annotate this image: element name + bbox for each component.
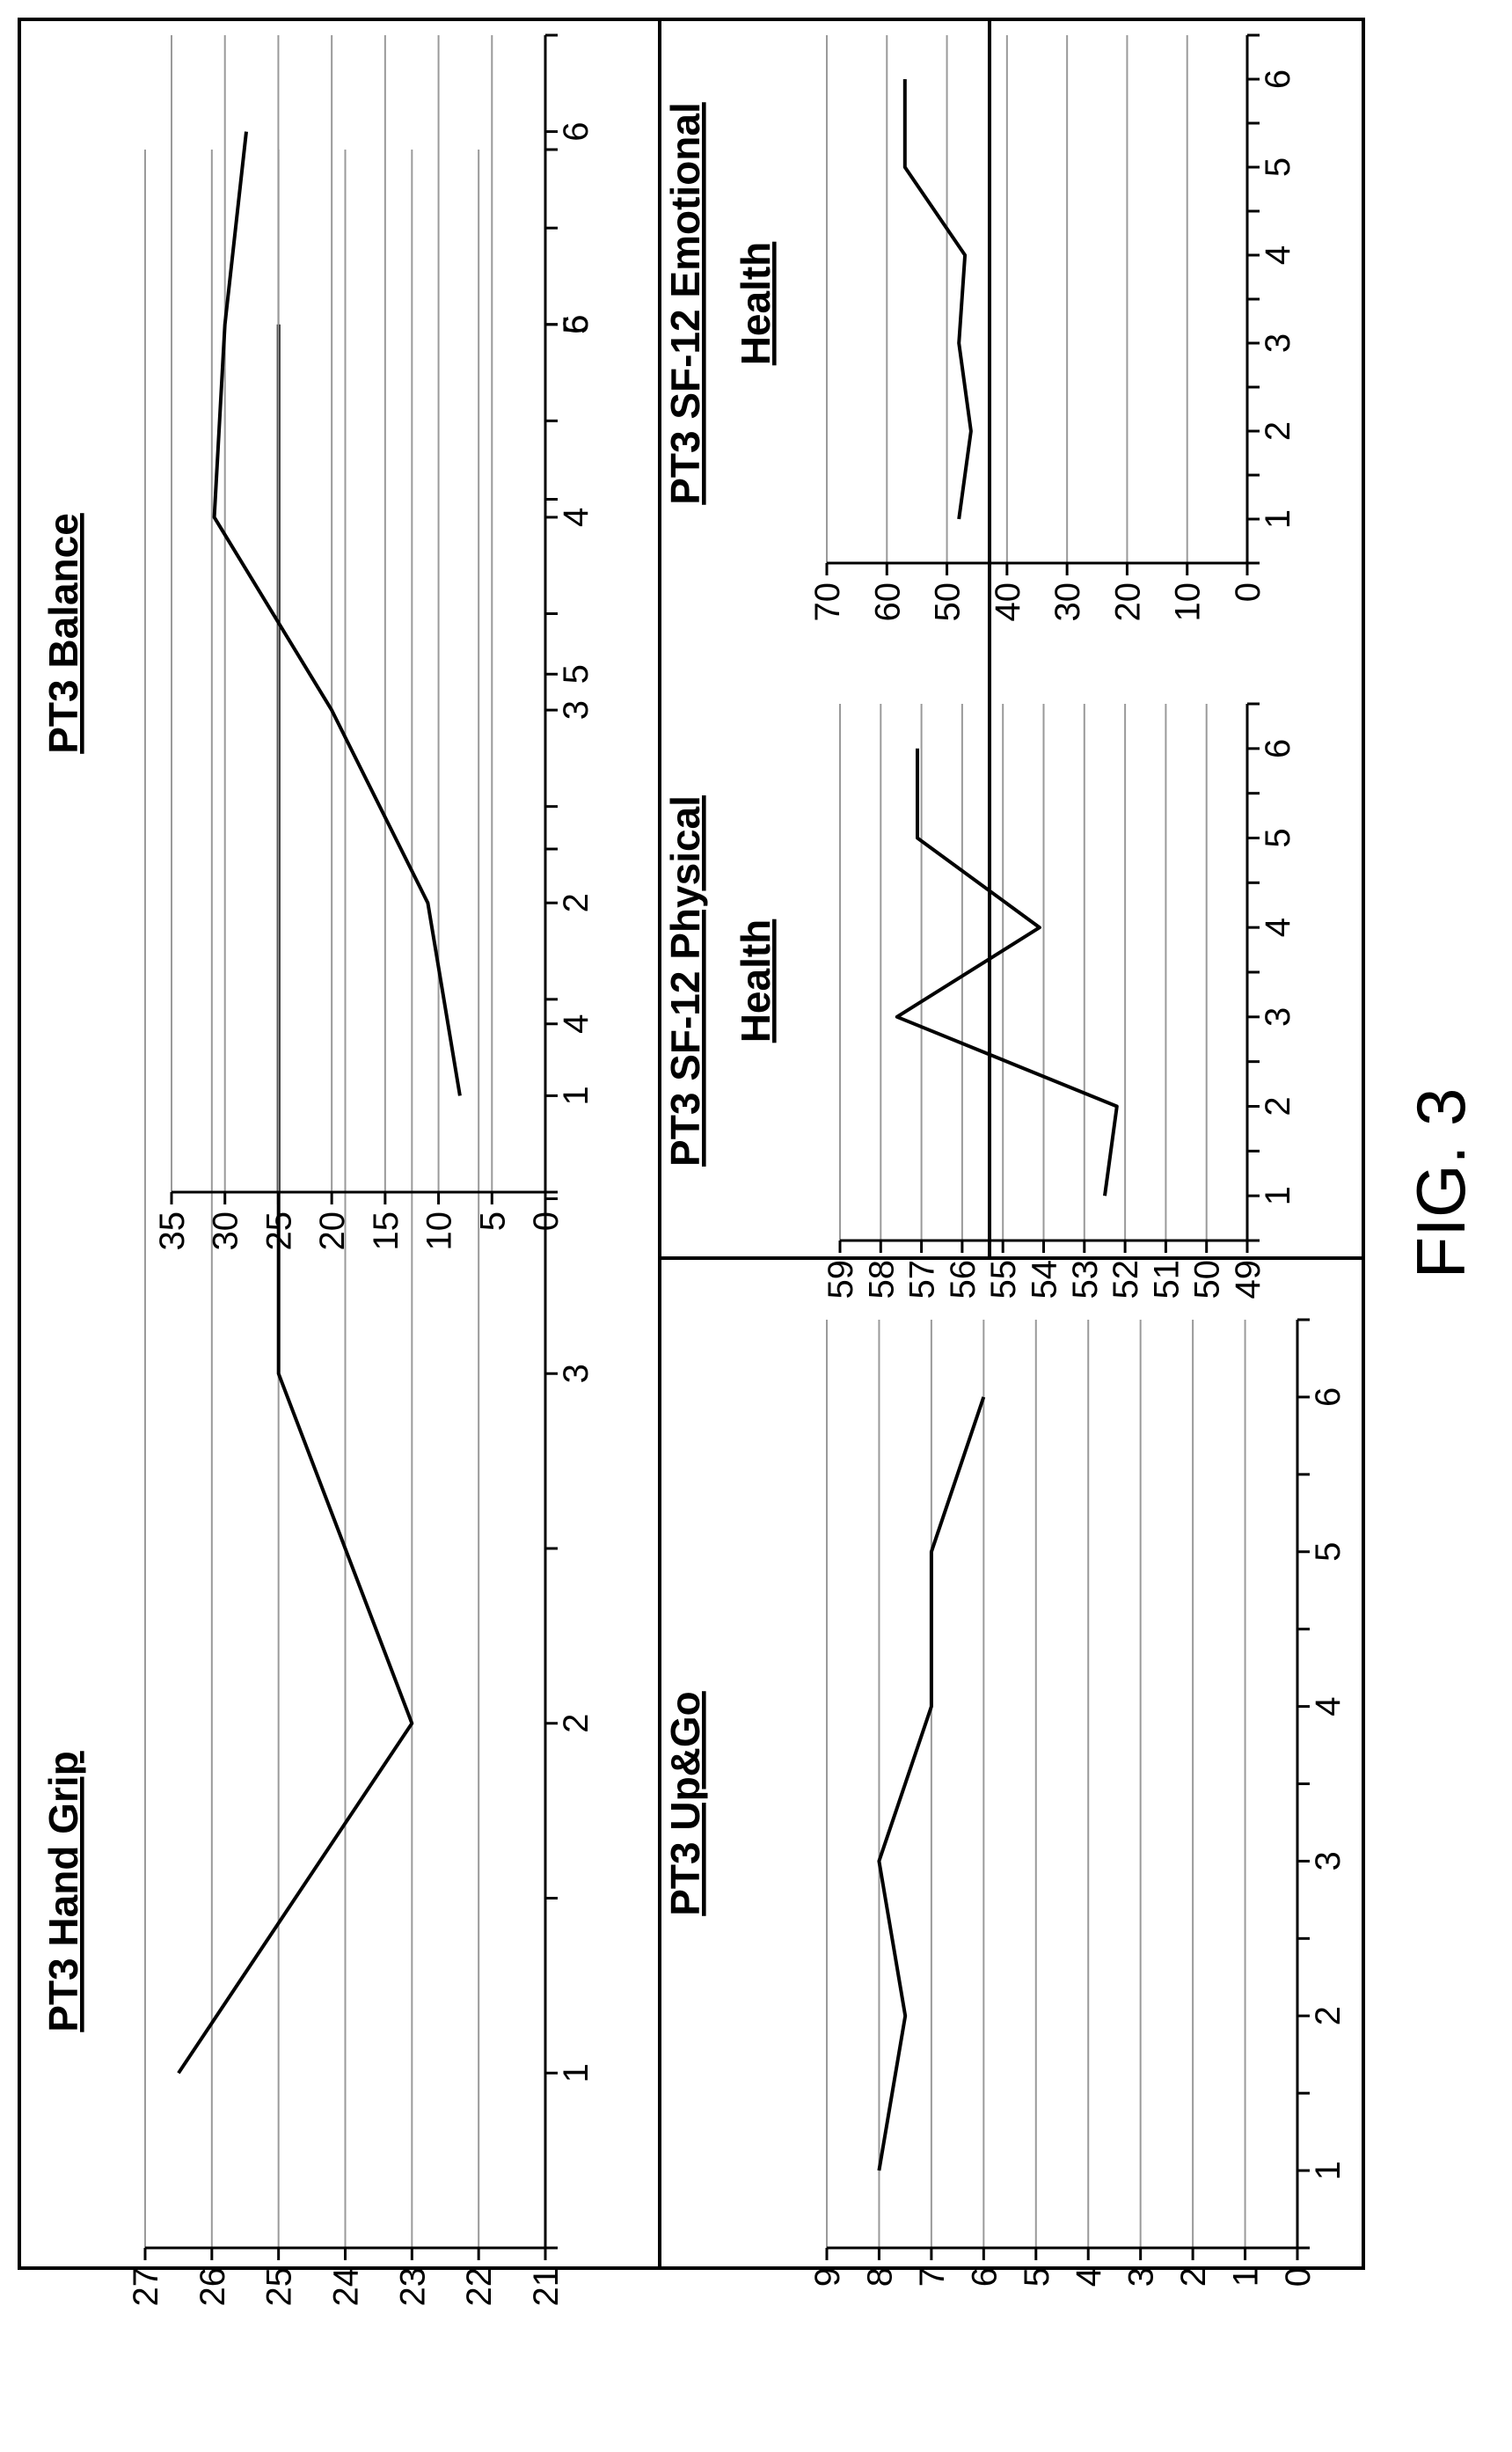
category-tick-label: 4	[557, 1014, 595, 1034]
value-tick-label: 0	[1229, 582, 1267, 602]
value-tick-label: 7	[913, 2267, 952, 2287]
value-tick-label: 6	[965, 2267, 1004, 2287]
chart-title: PT3 Up&Go	[662, 1691, 708, 1916]
value-tick-label: 57	[903, 1260, 942, 1299]
category-tick-label: 2	[1309, 2006, 1348, 2025]
category-tick-label: 4	[1259, 245, 1297, 265]
value-tick-label: 0	[527, 1211, 566, 1231]
value-tick-label: 10	[1169, 582, 1208, 622]
value-tick-label: 53	[1066, 1260, 1105, 1299]
value-tick-label: 8	[860, 2267, 899, 2287]
category-tick-label: 6	[1259, 739, 1297, 758]
series-line	[179, 325, 412, 2074]
value-tick-label: 25	[260, 2267, 299, 2307]
chart-title: PT3 SF-12 Physical	[662, 795, 708, 1167]
chart-sf12-emotional: 0 10 20 30 40 50 60 70 1 2 3 4 5 6 PT3 SF-12 Emotional…	[662, 35, 1297, 622]
value-tick-label: 49	[1229, 1260, 1267, 1299]
value-tick-label: 1	[1227, 2267, 1266, 2287]
value-tick-label: 59	[822, 1260, 860, 1299]
category-tick-label: 1	[1309, 2161, 1348, 2180]
category-tick-label: 4	[1259, 918, 1297, 937]
category-tick-label: 2	[557, 1714, 595, 1733]
value-tick-label: 30	[1048, 582, 1087, 622]
value-tick-label: 52	[1107, 1260, 1145, 1299]
category-tick-label: 1	[557, 1086, 595, 1105]
category-tick-label: 1	[1259, 1186, 1297, 1205]
value-tick-label: 24	[327, 2267, 366, 2307]
value-tick-label: 10	[420, 1211, 459, 1251]
category-tick-label: 4	[1309, 1696, 1348, 1716]
value-tick-label: 20	[313, 1211, 352, 1251]
category-tick-label: 3	[1259, 1007, 1297, 1027]
value-tick-label: 15	[367, 1211, 405, 1251]
value-tick-label: 54	[1026, 1260, 1064, 1299]
value-tick-label: 55	[984, 1260, 1023, 1299]
category-tick-label: 5	[557, 315, 595, 334]
value-tick-label: 9	[808, 2267, 847, 2287]
category-tick-label: 1	[1259, 509, 1297, 529]
value-tick-label: 50	[929, 582, 968, 622]
value-tick-label: 27	[127, 2267, 165, 2307]
chart-title: PT3 SF-12 Emotional	[662, 102, 708, 505]
category-tick-label: 6	[1259, 70, 1297, 89]
chart-title: Health	[733, 242, 778, 366]
value-tick-label: 70	[808, 582, 847, 622]
category-tick-label: 5	[1259, 157, 1297, 177]
chart-title: PT3 Balance	[40, 513, 86, 754]
value-tick-label: 2	[1174, 2267, 1213, 2287]
value-tick-label: 21	[527, 2267, 566, 2307]
category-tick-label: 3	[557, 1364, 595, 1383]
category-tick-label: 3	[557, 700, 595, 720]
category-tick-label: 2	[1259, 421, 1297, 441]
category-tick-label: 3	[1309, 1851, 1348, 1870]
value-tick-label: 0	[1279, 2267, 1318, 2287]
figure-label: FIG. 3	[1402, 1088, 1479, 1279]
value-tick-label: 4	[1070, 2267, 1108, 2287]
value-tick-label: 51	[1147, 1260, 1186, 1299]
value-tick-label: 23	[393, 2267, 432, 2307]
category-tick-label: 3	[1259, 333, 1297, 353]
value-tick-label: 5	[473, 1211, 512, 1231]
chart-title: PT3 Hand Grip	[40, 1751, 86, 2031]
value-tick-label: 60	[868, 582, 907, 622]
value-tick-label: 56	[944, 1260, 982, 1299]
category-tick-label: 6	[1309, 1387, 1348, 1407]
chart-title: Health	[733, 919, 778, 1043]
value-tick-label: 58	[862, 1260, 901, 1299]
value-tick-label: 35	[153, 1211, 192, 1251]
value-tick-label: 5	[1018, 2267, 1056, 2287]
category-tick-label: 5	[1259, 828, 1297, 847]
value-tick-label: 26	[194, 2267, 232, 2307]
series-line	[215, 132, 460, 1096]
value-tick-label: 20	[1108, 582, 1147, 622]
value-tick-label: 25	[259, 1211, 298, 1251]
value-tick-label: 30	[207, 1211, 245, 1251]
category-tick-label: 2	[557, 893, 595, 912]
category-tick-label: 5	[1309, 1542, 1348, 1562]
category-tick-label: 6	[557, 121, 595, 141]
category-tick-label: 1	[557, 2063, 595, 2082]
category-tick-label: 4	[557, 508, 595, 527]
value-tick-label: 40	[989, 582, 1027, 622]
category-tick-label: 2	[1259, 1096, 1297, 1116]
value-tick-label: 22	[460, 2267, 499, 2307]
category-tick-label: 5	[557, 664, 595, 684]
series-line	[905, 79, 971, 519]
value-tick-label: 3	[1122, 2267, 1161, 2287]
value-tick-label: 50	[1188, 1260, 1227, 1299]
